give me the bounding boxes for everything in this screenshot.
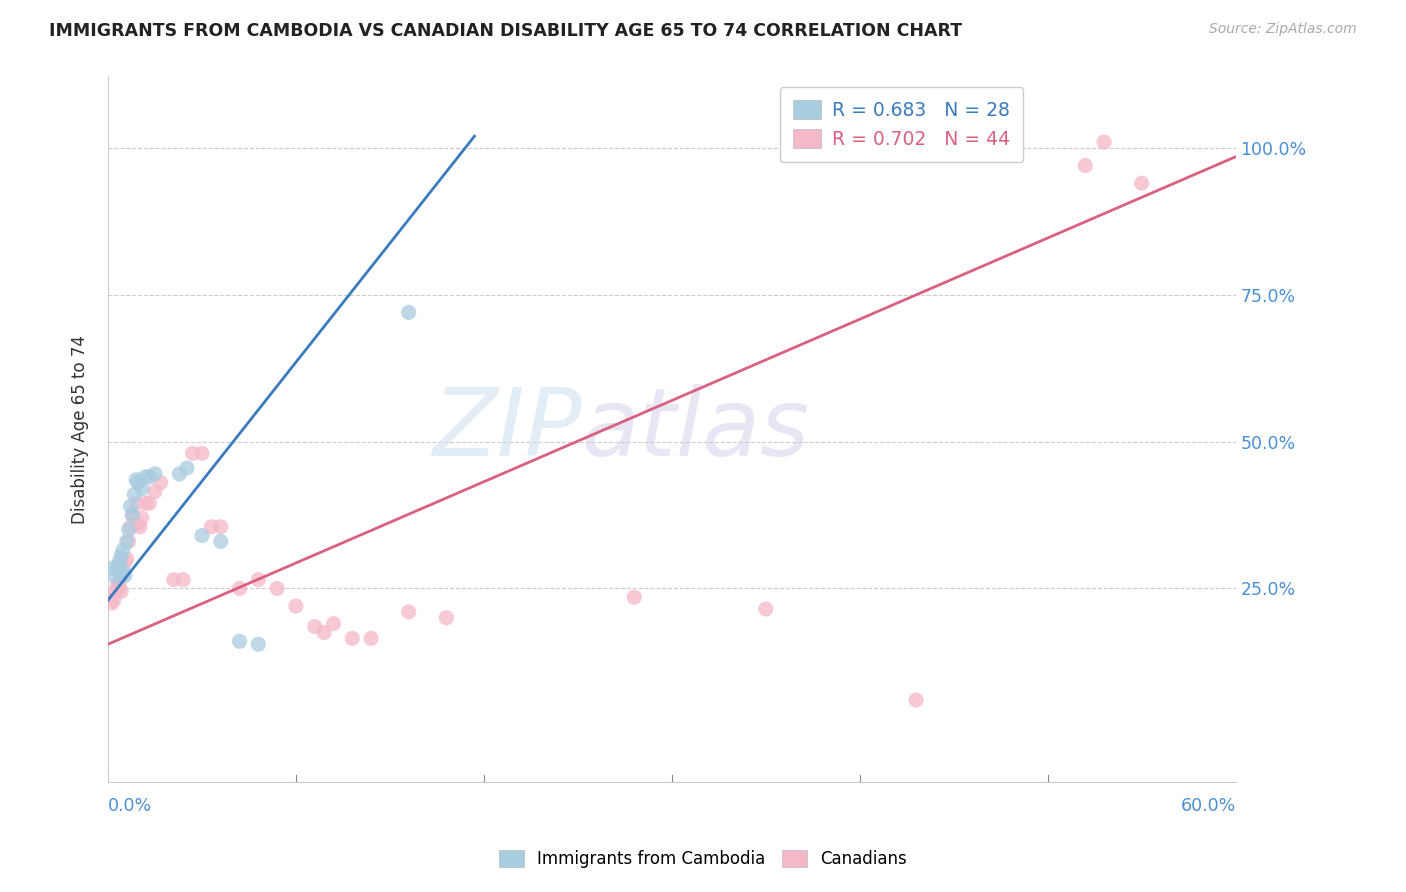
Point	[138, 496, 160, 510]
Point	[1092, 135, 1115, 149]
Point	[112, 564, 135, 578]
Point	[124, 487, 146, 501]
Point	[1074, 159, 1097, 173]
Point	[118, 523, 141, 537]
Point	[120, 499, 142, 513]
Point	[108, 582, 131, 596]
Point	[108, 555, 131, 569]
Point	[112, 543, 135, 558]
Point	[105, 561, 128, 575]
Point	[138, 470, 160, 484]
Point	[266, 582, 288, 596]
Point	[121, 508, 143, 522]
Point	[623, 591, 645, 605]
Point	[181, 446, 204, 460]
Text: 60.0%: 60.0%	[1181, 797, 1236, 815]
Point	[398, 605, 420, 619]
Text: IMMIGRANTS FROM CAMBODIA VS CANADIAN DISABILITY AGE 65 TO 74 CORRELATION CHART: IMMIGRANTS FROM CAMBODIA VS CANADIAN DIS…	[49, 22, 962, 40]
Point	[127, 516, 149, 531]
Point	[110, 584, 132, 599]
Point	[191, 528, 214, 542]
Point	[304, 619, 326, 633]
Point	[322, 616, 344, 631]
Point	[172, 573, 194, 587]
Point	[125, 473, 148, 487]
Text: ZIP: ZIP	[432, 384, 582, 475]
Point	[200, 520, 222, 534]
Point	[143, 467, 166, 481]
Point	[110, 566, 132, 581]
Point	[247, 573, 270, 587]
Point	[176, 461, 198, 475]
Point	[149, 475, 172, 490]
Point	[1130, 176, 1153, 190]
Point	[905, 693, 928, 707]
Point	[209, 534, 232, 549]
Point	[103, 593, 125, 607]
Point	[755, 602, 778, 616]
Point	[284, 599, 307, 613]
Point	[169, 467, 191, 481]
Y-axis label: Disability Age 65 to 74: Disability Age 65 to 74	[72, 335, 89, 524]
Point	[118, 534, 141, 549]
Point	[108, 575, 131, 590]
Point	[131, 511, 153, 525]
Point	[105, 578, 128, 592]
Point	[104, 570, 127, 584]
Point	[112, 566, 135, 581]
Point	[120, 520, 142, 534]
Point	[115, 534, 138, 549]
Point	[228, 582, 250, 596]
Point	[247, 637, 270, 651]
Point	[131, 482, 153, 496]
Point	[209, 520, 232, 534]
Point	[434, 611, 457, 625]
Point	[135, 470, 157, 484]
Point	[143, 484, 166, 499]
Point	[110, 549, 132, 563]
Point	[398, 305, 420, 319]
Point	[228, 634, 250, 648]
Point	[121, 508, 143, 522]
Point	[127, 475, 149, 490]
Point	[125, 496, 148, 510]
Point	[114, 555, 136, 569]
Point	[129, 520, 152, 534]
Text: 0.0%: 0.0%	[108, 797, 152, 815]
Point	[191, 446, 214, 460]
Text: Source: ZipAtlas.com: Source: ZipAtlas.com	[1209, 22, 1357, 37]
Point	[114, 568, 136, 582]
Legend: R = 0.683   N = 28, R = 0.702   N = 44: R = 0.683 N = 28, R = 0.702 N = 44	[779, 87, 1024, 162]
Point	[342, 632, 364, 646]
Point	[314, 625, 336, 640]
Point	[100, 596, 122, 610]
Text: atlas: atlas	[582, 384, 810, 475]
Point	[163, 573, 186, 587]
Point	[103, 561, 125, 575]
Point	[104, 584, 127, 599]
Point	[115, 552, 138, 566]
Point	[108, 564, 131, 578]
Point	[360, 632, 382, 646]
Legend: Immigrants from Cambodia, Canadians: Immigrants from Cambodia, Canadians	[492, 843, 914, 875]
Point	[135, 496, 157, 510]
